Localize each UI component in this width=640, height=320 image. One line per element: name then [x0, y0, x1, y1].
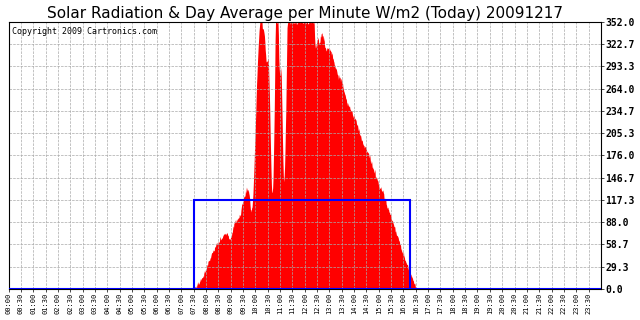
Bar [194, 200, 410, 289]
Title: Solar Radiation & Day Average per Minute W/m2 (Today) 20091217: Solar Radiation & Day Average per Minute… [47, 5, 563, 20]
Text: Copyright 2009 Cartronics.com: Copyright 2009 Cartronics.com [12, 27, 157, 36]
